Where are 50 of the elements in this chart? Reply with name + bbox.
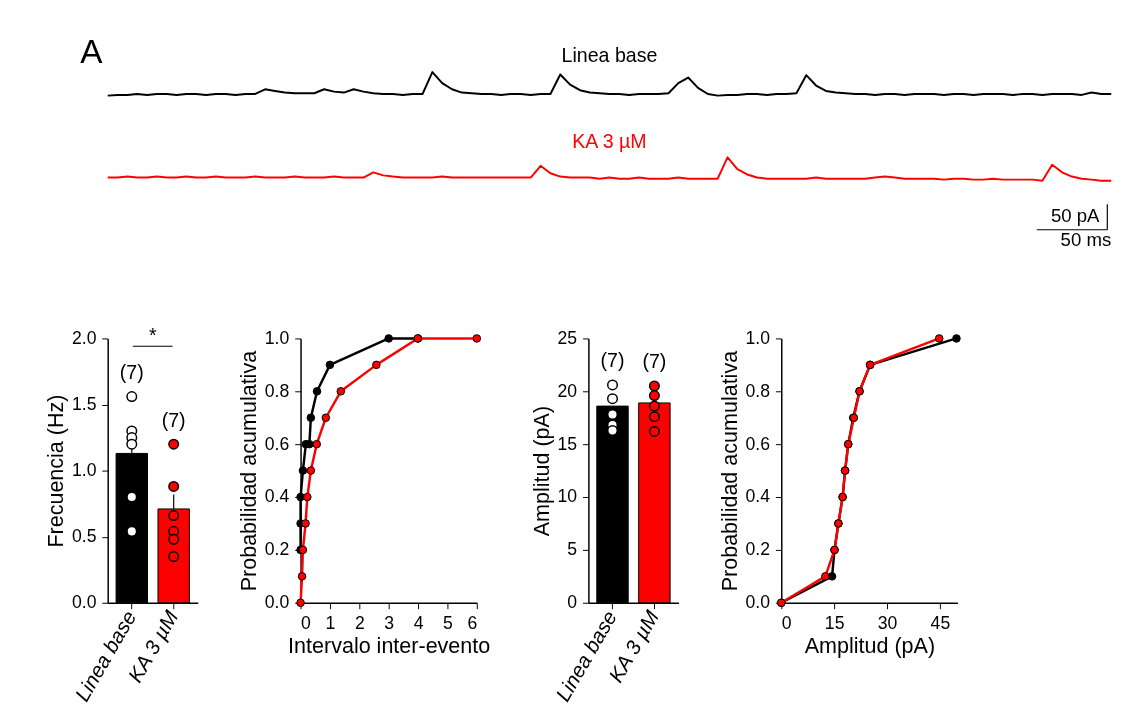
text: A	[80, 33, 104, 71]
y-tick-label: 0.4	[745, 486, 771, 507]
x-tick-label: 1	[325, 612, 336, 633]
y-tick-label: 0	[567, 592, 578, 613]
y-axis-title: Probabilidad acumulativa	[717, 350, 742, 592]
text: 50 pA	[1050, 204, 1101, 226]
y-tick-label: 0.0	[745, 592, 771, 613]
x-tick-label: 2	[354, 612, 365, 633]
y-tick-label: 1.0	[264, 327, 290, 348]
y-tick-label: 1.0	[71, 459, 97, 480]
y-tick-label: 0.2	[264, 539, 290, 560]
y-tick-label: 20	[557, 380, 578, 401]
y-tick-label: 5	[567, 539, 578, 560]
y-tick-label: 0.0	[264, 592, 290, 613]
y-tick-label: 1.5	[71, 393, 97, 414]
x-axis-title: Intervalo inter-evento	[288, 634, 491, 659]
text: 50 ms	[1060, 229, 1112, 251]
y-tick-label: 15	[557, 433, 578, 454]
annotation: (7)	[600, 349, 625, 372]
annotation: (7)	[642, 350, 667, 373]
x-tick-label: 3	[384, 612, 395, 633]
y-tick-label: 1.0	[745, 327, 771, 348]
annotation: *	[148, 324, 157, 347]
x-tick-label: 30	[877, 612, 898, 633]
x-tick-label: 0	[781, 612, 792, 633]
x-axis-title: Amplitud (pA)	[804, 634, 936, 659]
annotation: (7)	[119, 360, 144, 383]
y-tick-label: 0.8	[264, 380, 290, 401]
y-axis-title: Frecuencia (Hz)	[44, 394, 69, 548]
y-tick-label: 0.6	[745, 433, 771, 454]
x-tick-label: 4	[413, 612, 424, 633]
y-axis-title: Amplitud (pA)	[529, 405, 554, 537]
annotation: (7)	[161, 408, 186, 431]
y-tick-label: 0.0	[71, 592, 97, 613]
y-tick-label: 2.0	[71, 327, 97, 348]
y-tick-label: 0.5	[71, 526, 97, 547]
y-tick-label: 10	[557, 486, 578, 507]
y-axis-title: Probabilidad acumulativa	[237, 350, 261, 592]
y-tick-label: 0.8	[745, 380, 771, 401]
x-tick-label: 5	[443, 612, 454, 633]
x-tick-label: 6	[467, 612, 478, 633]
y-tick-label: 0.6	[264, 433, 290, 454]
y-tick-label: 0.2	[745, 539, 771, 560]
y-tick-label: 25	[557, 327, 578, 348]
x-tick-label: 45	[930, 612, 951, 633]
y-tick-label: 0.4	[264, 486, 290, 507]
series-label: KA 3 µM	[572, 129, 647, 152]
x-tick-label: 0	[301, 612, 312, 633]
x-tick-label: 15	[824, 612, 845, 633]
series-label: Linea base	[561, 44, 658, 67]
